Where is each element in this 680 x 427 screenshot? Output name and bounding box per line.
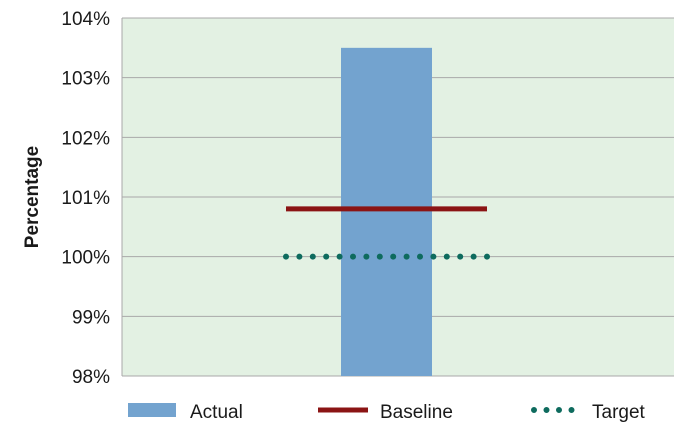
legend-label-target: Target xyxy=(592,402,646,423)
y-tick-label: 102% xyxy=(61,128,110,149)
legend-label-baseline: Baseline xyxy=(380,402,453,423)
reference-lines xyxy=(283,206,490,260)
y-axis-title: Percentage xyxy=(22,146,43,248)
y-tick-label: 99% xyxy=(72,307,110,328)
y-tick-label: 101% xyxy=(61,188,110,209)
y-tick-label: 98% xyxy=(72,367,110,388)
bars xyxy=(341,47,432,376)
legend-label-actual: Actual xyxy=(190,402,243,423)
legend-swatch-actual xyxy=(128,403,176,417)
y-tick-label: 103% xyxy=(61,69,110,90)
y-tick-label: 104% xyxy=(61,9,110,30)
y-axis-ticks: 98% 99% 100% 101% 102% 103% 104% xyxy=(61,9,110,388)
y-tick-label: 100% xyxy=(61,248,110,269)
bar-actual xyxy=(341,47,432,376)
legend: Actual Baseline Target xyxy=(128,402,646,423)
